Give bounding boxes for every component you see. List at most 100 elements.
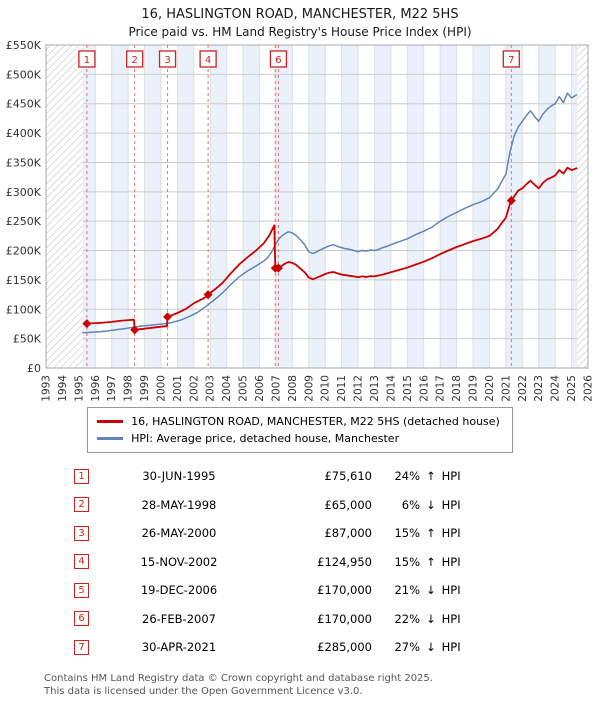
sale-hpi-diff: 15% ↑ HPI (388, 526, 516, 540)
legend-row-property: 16, HASLINGTON ROAD, MANCHESTER, M22 5HS… (97, 413, 500, 430)
down-arrow-icon: ↓ (426, 583, 436, 598)
svg-text:1994: 1994 (57, 375, 69, 402)
sale-hpi-unit: HPI (441, 583, 461, 598)
svg-text:2017: 2017 (435, 375, 447, 402)
svg-text:£200K: £200K (6, 245, 42, 258)
sale-hpi-diff: 22% ↓ HPI (388, 612, 516, 626)
down-arrow-icon: ↓ (426, 497, 436, 512)
svg-text:6: 6 (275, 55, 281, 66)
svg-text:£500K: £500K (6, 68, 42, 81)
sale-hpi-pct: 15% (394, 554, 420, 569)
svg-text:2004: 2004 (221, 375, 233, 402)
down-arrow-icon: ↓ (426, 611, 436, 626)
svg-text:1997: 1997 (106, 375, 118, 402)
svg-text:1998: 1998 (123, 375, 135, 402)
price-history-chart[interactable]: 1 2 3 4 6 7 £0 £50K £100K £150K £200K £250K £300K £35… (0, 39, 600, 405)
sale-date: 26-MAY-2000 (141, 526, 217, 541)
sale-number-badge: 4 (74, 554, 89, 570)
sale-hpi-diff: 21% ↓ HPI (388, 583, 516, 597)
property-series-swatch (97, 420, 124, 423)
svg-text:2000: 2000 (155, 375, 167, 402)
sale-price: £75,610 (324, 469, 372, 484)
sale-hpi-pct: 6% (401, 497, 420, 512)
sale-number-badge: 2 (74, 497, 89, 513)
svg-text:£400K: £400K (6, 127, 42, 140)
up-arrow-icon: ↑ (426, 554, 436, 569)
sale-price: £65,000 (324, 497, 372, 512)
sale-number-badge: 1 (74, 468, 89, 484)
svg-text:1993: 1993 (41, 375, 53, 402)
sale-number-badge: 3 (74, 525, 89, 541)
svg-text:£150K: £150K (6, 274, 42, 287)
sale-number-badge: 7 (74, 639, 89, 655)
sale-price: £170,000 (317, 583, 372, 598)
svg-text:2007: 2007 (270, 375, 282, 402)
sale-date: 15-NOV-2002 (140, 554, 218, 569)
table-row: 1 30-JUN-1995 £75,610 24% ↑ HPI (0, 462, 600, 491)
table-row: 7 30-APR-2021 £285,000 27% ↓ HPI (0, 633, 600, 662)
sale-date: 26-FEB-2007 (142, 611, 216, 626)
up-arrow-icon: ↑ (426, 526, 436, 541)
svg-text:2001: 2001 (172, 375, 184, 402)
svg-text:1995: 1995 (73, 375, 85, 402)
sale-price: £124,950 (317, 554, 372, 569)
svg-text:£100K: £100K (6, 303, 42, 316)
svg-text:£550K: £550K (6, 39, 42, 52)
chart-header: 16, HASLINGTON ROAD, MANCHESTER, M22 5HS… (0, 0, 600, 39)
svg-text:2022: 2022 (517, 375, 529, 402)
svg-text:2023: 2023 (533, 375, 545, 402)
sale-hpi-diff: 15% ↑ HPI (388, 555, 516, 569)
sale-number-badge: 6 (74, 611, 89, 627)
svg-text:2: 2 (132, 55, 138, 66)
svg-text:2025: 2025 (566, 375, 578, 402)
sale-number-badge: 5 (74, 582, 89, 598)
sale-hpi-unit: HPI (441, 640, 461, 655)
hpi-series-label: HPI: Average price, detached house, Manc… (131, 432, 400, 445)
legend-row-hpi: HPI: Average price, detached house, Manc… (97, 430, 500, 447)
footer-licence: This data is licensed under the Open Gov… (44, 685, 363, 697)
svg-text:2006: 2006 (254, 375, 266, 402)
svg-text:£350K: £350K (6, 156, 42, 169)
chart-legend: 16, HASLINGTON ROAD, MANCHESTER, M22 5HS… (87, 407, 513, 453)
svg-text:4: 4 (205, 55, 211, 66)
svg-text:1: 1 (84, 55, 90, 66)
svg-text:2021: 2021 (500, 375, 512, 402)
svg-text:£250K: £250K (6, 215, 42, 228)
sale-price: £285,000 (317, 640, 372, 655)
table-row: 3 26-MAY-2000 £87,000 15% ↑ HPI (0, 519, 600, 548)
sale-hpi-unit: HPI (441, 497, 461, 512)
page-subtitle: Price paid vs. HM Land Registry's House … (128, 25, 472, 39)
page-title: 16, HASLINGTON ROAD, MANCHESTER, M22 5HS (141, 7, 459, 22)
svg-text:1996: 1996 (90, 375, 102, 402)
sale-hpi-pct: 24% (394, 469, 420, 484)
down-arrow-icon: ↓ (426, 640, 436, 655)
table-row: 2 28-MAY-1998 £65,000 6% ↓ HPI (0, 491, 600, 520)
sale-hpi-pct: 15% (394, 526, 420, 541)
svg-text:2020: 2020 (484, 375, 496, 402)
sale-price: £170,000 (317, 611, 372, 626)
footer: Contains HM Land Registry data © Crown c… (0, 662, 600, 698)
sale-hpi-pct: 22% (394, 611, 420, 626)
svg-text:£300K: £300K (6, 186, 42, 199)
svg-text:2011: 2011 (336, 375, 348, 402)
svg-text:2016: 2016 (418, 375, 430, 402)
sale-hpi-diff: 6% ↓ HPI (388, 498, 516, 512)
svg-text:3: 3 (164, 55, 170, 66)
svg-text:2014: 2014 (385, 375, 397, 402)
svg-text:£0: £0 (27, 362, 41, 375)
svg-text:2005: 2005 (238, 375, 250, 402)
sale-date: 30-JUN-1995 (142, 469, 216, 484)
property-series-label: 16, HASLINGTON ROAD, MANCHESTER, M22 5HS… (131, 415, 500, 428)
up-arrow-icon: ↑ (426, 469, 436, 484)
sale-date: 30-APR-2021 (141, 640, 217, 655)
svg-text:7: 7 (508, 55, 514, 66)
sale-hpi-diff: 27% ↓ HPI (388, 640, 516, 654)
sale-hpi-pct: 21% (394, 583, 420, 598)
sale-date: 28-MAY-1998 (141, 497, 217, 512)
sale-hpi-unit: HPI (441, 526, 461, 541)
svg-text:1999: 1999 (139, 375, 151, 402)
sales-table: 1 30-JUN-1995 £75,610 24% ↑ HPI 2 28-MAY-1… (0, 462, 600, 662)
svg-text:2008: 2008 (287, 375, 299, 402)
svg-text:2018: 2018 (451, 375, 463, 402)
